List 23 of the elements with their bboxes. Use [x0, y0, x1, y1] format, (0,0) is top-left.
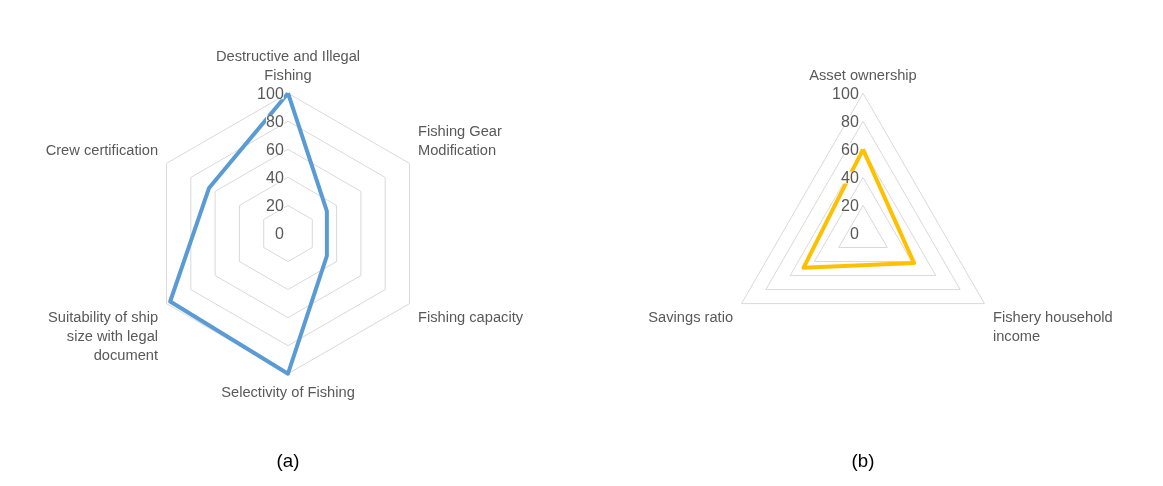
y-tick-label: 20 — [266, 197, 284, 215]
y-tick-label: 80 — [841, 113, 859, 131]
y-tick-label: 0 — [849, 225, 859, 243]
spoke-label: Destructive and Illegal Fishing — [215, 48, 361, 84]
spoke-label: Crew certification — [45, 142, 159, 159]
spoke-label: Fishery household income — [992, 308, 1113, 344]
spoke-label: Fishing Gear Modification — [417, 123, 502, 159]
spoke-label: Selectivity of Fishing — [221, 383, 355, 400]
text: (a) — [276, 449, 300, 471]
y-tick-label: 40 — [841, 169, 859, 187]
y-tick-label: 40 — [266, 169, 284, 187]
y-tick-label: 60 — [841, 141, 859, 159]
y-tick-label: 20 — [841, 197, 859, 215]
spoke-label: Asset ownership — [809, 67, 917, 84]
y-tick-label: 100 — [832, 85, 859, 103]
y-tick-label: 0 — [274, 225, 284, 243]
spoke-label: Suitability of ship size with legal document — [48, 308, 159, 363]
y-tick-label: 100 — [257, 85, 284, 103]
spoke-label: Fishing capacity — [417, 308, 524, 325]
text: (b) — [851, 449, 875, 471]
y-tick-label: 60 — [266, 141, 284, 159]
y-tick-label: 80 — [266, 113, 284, 131]
spoke-label: Savings ratio — [648, 308, 734, 325]
